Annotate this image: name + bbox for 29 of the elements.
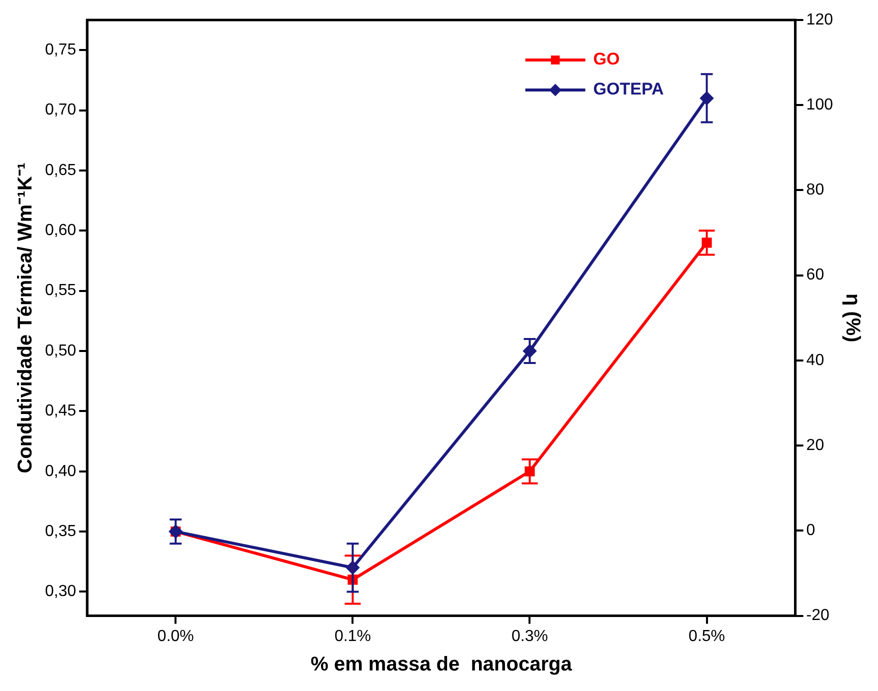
y-axis-title: Condutividade Térmica/ Wm⁻¹K⁻¹ (14, 162, 37, 474)
y-tick-label: 0,60 (45, 222, 76, 240)
point (702, 238, 712, 248)
y-tick-label: 0,50 (45, 342, 76, 360)
y-tick-label: 0,70 (45, 102, 76, 119)
x-tick-label: 0.1% (334, 628, 371, 645)
y2-tick-label: 0 (806, 522, 816, 540)
point (524, 466, 535, 476)
y2-tick-label: 120 (806, 11, 834, 28)
y-tick-label: 0,35 (45, 522, 76, 540)
y-tick-label: 0,45 (45, 402, 76, 420)
y-tick-label: 0,40 (45, 462, 76, 480)
y2-tick-label: 80 (806, 182, 824, 199)
y2-axis-title: η (%) (841, 293, 864, 342)
y-tick-label: 0,65 (45, 162, 76, 179)
x-tick-label: 0.3% (512, 628, 548, 645)
x-axis-title: % em massa de nanocarga (310, 654, 573, 676)
x-tick-label: 0.5% (688, 628, 726, 645)
legend-label: GO (593, 50, 620, 69)
y-tick-label: 0,55 (45, 282, 76, 300)
y-tick-label: 0,30 (45, 583, 76, 600)
x-tick-label: 0.0% (157, 628, 194, 645)
y2-tick-label: 40 (806, 352, 824, 369)
y-tick-label: 0,75 (45, 41, 76, 58)
y2-tick-label: 60 (806, 266, 824, 284)
y2-tick-label: 20 (806, 436, 824, 454)
legend-label: GOTEPA (593, 80, 664, 99)
y2-tick-label: -20 (806, 607, 830, 624)
y2-tick-label: 100 (806, 96, 834, 114)
